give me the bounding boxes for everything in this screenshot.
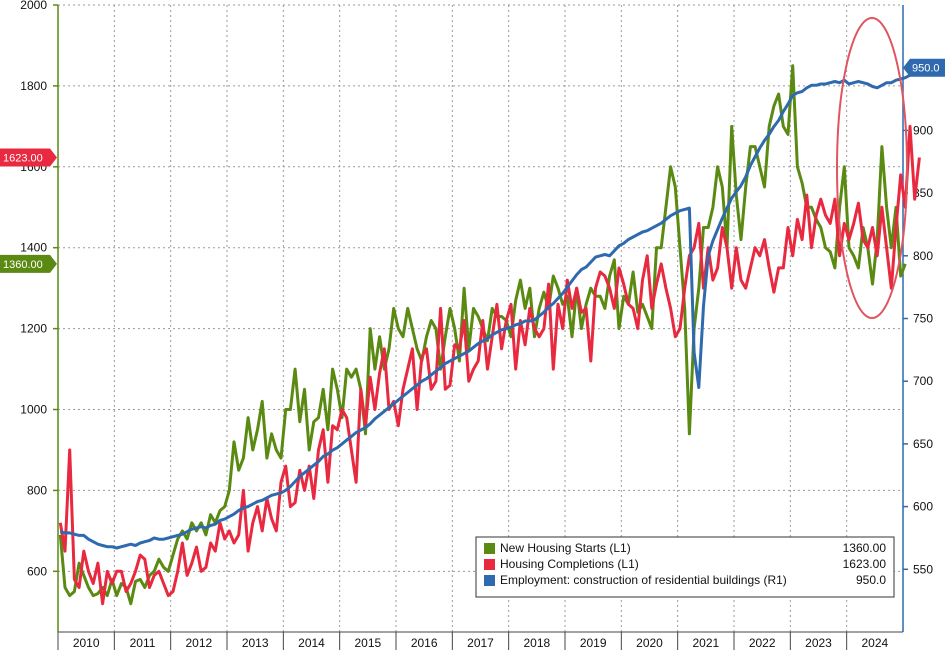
x-tick-label: 2023: [805, 636, 832, 650]
x-tick-label: 2022: [749, 636, 776, 650]
legend-label: Employment: construction of residential …: [500, 573, 787, 587]
right-tick-label: 850: [913, 186, 933, 200]
gridlines: [58, 4, 903, 632]
series-lines: [58, 64, 921, 606]
value-tags: 1360.00 1623.00 950.0: [0, 58, 945, 273]
x-tick-label: 2010: [73, 636, 100, 650]
x-tick-label: 2014: [298, 636, 325, 650]
value-tag-label: 950.0: [912, 63, 940, 75]
x-tick-label: 2015: [354, 636, 381, 650]
value-tag-left: 1623.00: [0, 148, 57, 167]
legend-label: Housing Completions (L1): [500, 557, 639, 571]
right-tick-label: 700: [913, 374, 933, 388]
series-line-housing-completions-l1: [58, 124, 921, 606]
legend-swatch: [484, 559, 495, 570]
value-tag-shape: [903, 58, 945, 77]
value-tag-right: 950.0: [903, 58, 945, 77]
value-tag-label: 1623.00: [3, 153, 43, 165]
x-tick-label: 2019: [580, 636, 607, 650]
x-tick-label: 2012: [185, 636, 212, 650]
left-tick-label: 1000: [20, 403, 47, 417]
legend-box: [475, 536, 895, 598]
annotation: [836, 17, 908, 319]
x-tick-label: 2021: [692, 636, 719, 650]
x-tick-label: 2017: [467, 636, 494, 650]
legend-swatch: [484, 575, 495, 586]
legend: New Housing Starts (L1) 1360.00 Housing Co…: [475, 536, 895, 598]
left-tick-label: 2000: [20, 0, 47, 12]
x-tick-label: 2011: [130, 636, 156, 650]
right-tick-label: 600: [913, 500, 933, 514]
left-tick-label: 1400: [20, 241, 47, 255]
right-tick-label: 800: [913, 249, 933, 263]
x-tick-label: 2020: [636, 636, 663, 650]
axes: 6008001000120014001600180020005506006507…: [20, 0, 933, 650]
right-tick-label: 750: [913, 312, 933, 326]
left-tick-label: 800: [27, 483, 47, 497]
series-line-employment-construction-of-residential-buildings-r1: [59, 66, 920, 550]
legend-value: 1623.00: [843, 557, 887, 571]
value-tag-shape: [0, 254, 57, 273]
right-tick-label: 650: [913, 437, 933, 451]
left-tick-label: 1800: [20, 79, 47, 93]
right-tick-label: 900: [913, 123, 933, 137]
value-tag-shape: [0, 148, 57, 167]
legend-swatch: [484, 543, 495, 554]
x-tick-label: 2013: [242, 636, 269, 650]
x-tick-label: 2024: [861, 636, 888, 650]
legend-label: New Housing Starts (L1): [500, 541, 631, 555]
right-tick-label: 550: [913, 562, 933, 576]
legend-value: 1360.00: [843, 541, 887, 555]
legend-value: 950.0: [856, 573, 886, 587]
value-tag-left: 1360.00: [0, 254, 57, 273]
x-tick-label: 2018: [523, 636, 550, 650]
left-tick-label: 600: [27, 564, 47, 578]
left-tick-label: 1200: [20, 322, 47, 336]
value-tag-label: 1360.00: [3, 259, 43, 271]
highlight-ellipse: [836, 17, 908, 319]
x-tick-label: 2016: [411, 636, 438, 650]
